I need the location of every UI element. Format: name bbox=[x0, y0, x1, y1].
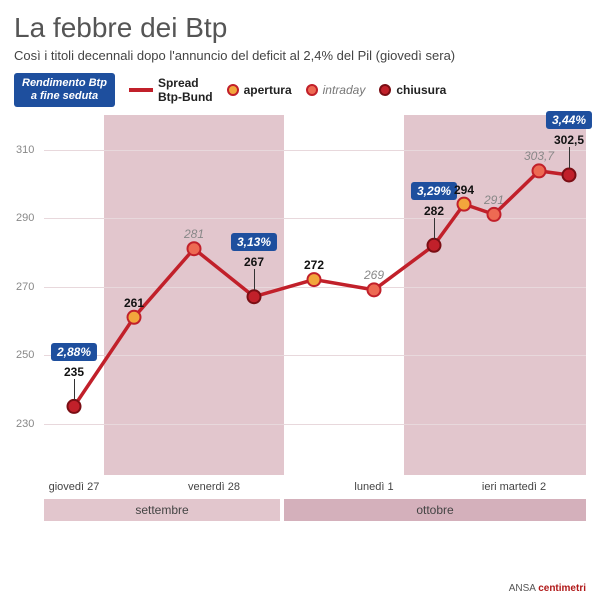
legend-dot-intraday bbox=[306, 84, 318, 96]
legend-intraday: intraday bbox=[306, 83, 366, 97]
data-point-intraday bbox=[188, 243, 201, 256]
value-label: 267 bbox=[244, 255, 264, 269]
stem-line bbox=[569, 147, 570, 168]
data-point-apertura bbox=[308, 273, 321, 286]
plot: 2302502702903102352,88%2612812673,13%272… bbox=[44, 115, 586, 475]
data-point-intraday bbox=[488, 208, 501, 221]
y-tick-label: 250 bbox=[16, 349, 34, 361]
legend-dot-apertura bbox=[227, 84, 239, 96]
legend-yield-badge: Rendimento Btpa fine seduta bbox=[14, 73, 115, 107]
month-bar: ottobre bbox=[284, 499, 586, 521]
value-label: 235 bbox=[64, 365, 84, 379]
data-point-intraday bbox=[533, 165, 546, 178]
legend-spread-label: SpreadBtp-Bund bbox=[158, 76, 213, 104]
stem-line bbox=[434, 218, 435, 239]
credit: ANSA centimetri bbox=[509, 583, 586, 594]
y-tick-label: 230 bbox=[16, 418, 34, 430]
chart-area: 230 250 270 290 310 235 2,88% 261 281 267 3,13% 272… bbox=[14, 115, 586, 545]
month-bar: settembre bbox=[44, 499, 280, 521]
yield-badge: 2,88% bbox=[51, 343, 97, 361]
day-label: venerdì 28 bbox=[188, 481, 240, 493]
data-point-chiusura bbox=[428, 239, 441, 252]
value-label: 282 bbox=[424, 204, 444, 218]
data-point-apertura bbox=[458, 198, 471, 211]
legend-dot-chiusura bbox=[379, 84, 391, 96]
day-label: ieri martedì 2 bbox=[482, 481, 546, 493]
day-label: giovedì 27 bbox=[49, 481, 100, 493]
credit-agency: ANSA bbox=[509, 583, 536, 594]
data-point-chiusura bbox=[563, 169, 576, 182]
data-point-chiusura bbox=[68, 400, 81, 413]
legend-apertura: apertura bbox=[227, 83, 292, 97]
yield-badge: 3,29% bbox=[411, 182, 457, 200]
day-label: lunedì 1 bbox=[354, 481, 393, 493]
value-label: 302,5 bbox=[554, 133, 584, 147]
value-label: 272 bbox=[304, 258, 324, 272]
yield-badge: 3,44% bbox=[546, 111, 592, 129]
yield-badge: 3,13% bbox=[231, 233, 277, 251]
legend-chiusura-label: chiusura bbox=[396, 83, 446, 97]
chart-subtitle: Così i titoli decennali dopo l'annuncio … bbox=[14, 48, 586, 63]
value-label: 281 bbox=[184, 227, 204, 241]
legend-line-swatch bbox=[129, 88, 153, 92]
legend: Rendimento Btpa fine seduta SpreadBtp-Bu… bbox=[14, 73, 586, 107]
data-point-apertura bbox=[128, 311, 141, 324]
value-label: 261 bbox=[124, 296, 144, 310]
legend-chiusura: chiusura bbox=[379, 83, 446, 97]
value-label: 269 bbox=[364, 268, 384, 282]
y-tick-label: 290 bbox=[16, 212, 34, 224]
legend-apertura-label: apertura bbox=[244, 83, 292, 97]
value-label: 303,7 bbox=[524, 149, 554, 163]
value-label: 291 bbox=[484, 193, 504, 207]
legend-spread: SpreadBtp-Bund bbox=[129, 76, 213, 104]
credit-brand: centimetri bbox=[538, 583, 586, 594]
data-point-intraday bbox=[368, 284, 381, 297]
y-tick-label: 270 bbox=[16, 281, 34, 293]
stem-line bbox=[254, 269, 255, 290]
stem-line bbox=[74, 379, 75, 400]
legend-intraday-label: intraday bbox=[323, 83, 366, 97]
chart-title: La febbre dei Btp bbox=[14, 12, 586, 44]
data-point-chiusura bbox=[248, 291, 261, 304]
value-label: 294 bbox=[454, 183, 474, 197]
y-tick-label: 310 bbox=[16, 144, 34, 156]
